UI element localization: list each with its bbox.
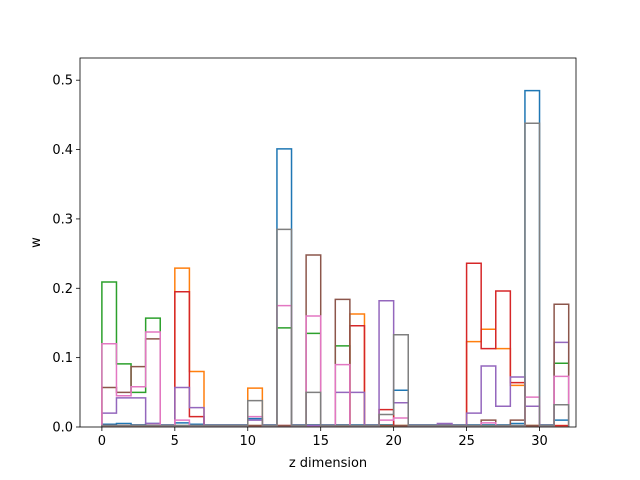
x-axis-label: z dimension	[289, 456, 367, 471]
axes-frame	[79, 57, 577, 428]
series-layer	[101, 89, 570, 427]
series-8-step-line	[101, 122, 570, 427]
y-tick-label: 0.3	[52, 212, 73, 227]
y-tick-label: 0.1	[52, 351, 73, 366]
x-tick-label: 20	[385, 434, 402, 449]
series-5-step-line	[101, 300, 570, 427]
x-tick-label: 25	[458, 434, 475, 449]
y-tick-label: 0.0	[52, 421, 73, 436]
x-tick-label: 0	[98, 434, 106, 449]
y-axis: 0.0 0.1 0.2 0.3 0.4 0.5	[52, 74, 80, 436]
y-tick-label: 0.4	[52, 143, 73, 158]
y-tick-label: 0.5	[52, 74, 73, 89]
y-axis-label: w	[29, 237, 44, 248]
x-tick-label: 5	[171, 434, 179, 449]
series-4-step-line	[101, 262, 570, 427]
x-axis: 0 5 10 15 20 25 30	[98, 427, 548, 449]
x-tick-label: 30	[531, 434, 548, 449]
x-tick-label: 10	[239, 434, 256, 449]
series-6-step-line	[101, 254, 570, 427]
y-tick-label: 0.2	[52, 282, 73, 297]
x-tick-label: 15	[312, 434, 329, 449]
